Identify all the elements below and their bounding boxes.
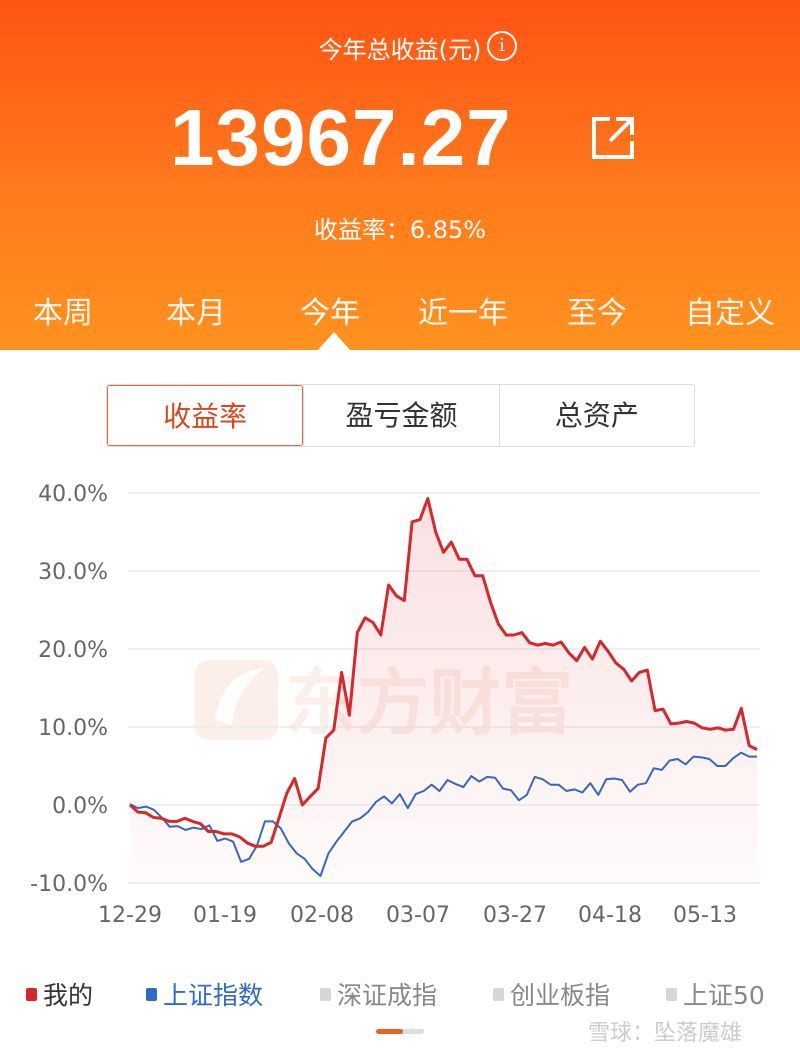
- legend-item-szse[interactable]: 深证成指: [320, 976, 437, 1012]
- legend-label: 深证成指: [337, 981, 438, 1010]
- segment-profit-amount[interactable]: 盈亏金额: [303, 385, 498, 446]
- legend-swatch: [146, 987, 157, 1001]
- title-text: 今年总收益(元): [318, 36, 482, 64]
- total-profit-title: 今年总收益(元): [0, 30, 800, 65]
- legend-item-sse50[interactable]: 上证50: [666, 976, 765, 1012]
- tab-this-year[interactable]: 今年: [300, 296, 360, 331]
- legend-swatch: [666, 987, 677, 1001]
- legend-item-sse[interactable]: 上证指数: [146, 976, 263, 1012]
- total-profit-amount: 13967.27: [170, 93, 512, 182]
- x-tick-label: 03-27: [483, 903, 547, 928]
- xueqiu-watermark: 雪球：坠落魔雄: [588, 1021, 743, 1046]
- y-tick-label: 10.0%: [38, 716, 108, 741]
- y-tick-label: 20.0%: [38, 638, 108, 663]
- x-tick-label: 02-08: [290, 903, 354, 928]
- legend-item-chinext[interactable]: 创业板指: [493, 976, 610, 1012]
- segment-total-assets[interactable]: 总资产: [498, 385, 694, 446]
- legend-swatch: [26, 987, 37, 1001]
- page-indicator-active: [376, 1029, 403, 1034]
- segment-return-rate[interactable]: 收益率: [107, 385, 304, 446]
- tab-to-date[interactable]: 至今: [567, 296, 627, 331]
- legend-page-indicator: [376, 1029, 424, 1034]
- y-tick-label: -10.0%: [30, 872, 108, 897]
- info-icon[interactable]: i: [487, 31, 517, 61]
- chart-legend: 我的 上证指数 深证成指 创业板指 上证50: [0, 976, 800, 1012]
- y-tick-label: 40.0%: [38, 482, 108, 507]
- return-rate: 收益率：6.85%: [313, 216, 487, 244]
- legend-label: 上证指数: [163, 981, 264, 1010]
- x-tick-label: 04-18: [578, 903, 642, 928]
- header-banner: 今年总收益(元) i 13967.27 收益率：6.85% 本周 本月 今年 近…: [0, 0, 800, 350]
- legend-swatch: [493, 987, 504, 1001]
- tab-month[interactable]: 本月: [166, 296, 226, 331]
- return-chart: 东方财富 40.0%30.0%20.0%10.0%0.0%-10.0% 12-2…: [30, 482, 760, 928]
- tab-past-year[interactable]: 近一年: [418, 296, 508, 331]
- selected-tab-pointer: [318, 332, 350, 350]
- legend-item-mine[interactable]: 我的: [26, 976, 93, 1012]
- y-tick-label: 30.0%: [38, 560, 108, 585]
- y-tick-label: 0.0%: [52, 794, 108, 819]
- legend-swatch: [320, 987, 331, 1001]
- legend-label: 上证50: [683, 981, 765, 1010]
- share-icon[interactable]: [590, 115, 636, 161]
- metric-segmented-control: 收益率 盈亏金额 总资产: [106, 384, 695, 447]
- legend-label: 创业板指: [510, 981, 611, 1010]
- x-tick-label: 12-29: [98, 903, 162, 928]
- x-tick-label: 03-07: [386, 903, 450, 928]
- period-tabs: 本周 本月 今年 近一年 至今 自定义: [0, 288, 800, 332]
- legend-label: 我的: [43, 981, 94, 1010]
- tab-week[interactable]: 本周: [33, 296, 93, 331]
- series-area-mine: [130, 498, 757, 883]
- x-tick-label: 05-13: [673, 903, 737, 928]
- series-line-mine: [128, 497, 758, 848]
- x-tick-label: 01-19: [193, 903, 257, 928]
- tab-custom[interactable]: 自定义: [685, 296, 775, 331]
